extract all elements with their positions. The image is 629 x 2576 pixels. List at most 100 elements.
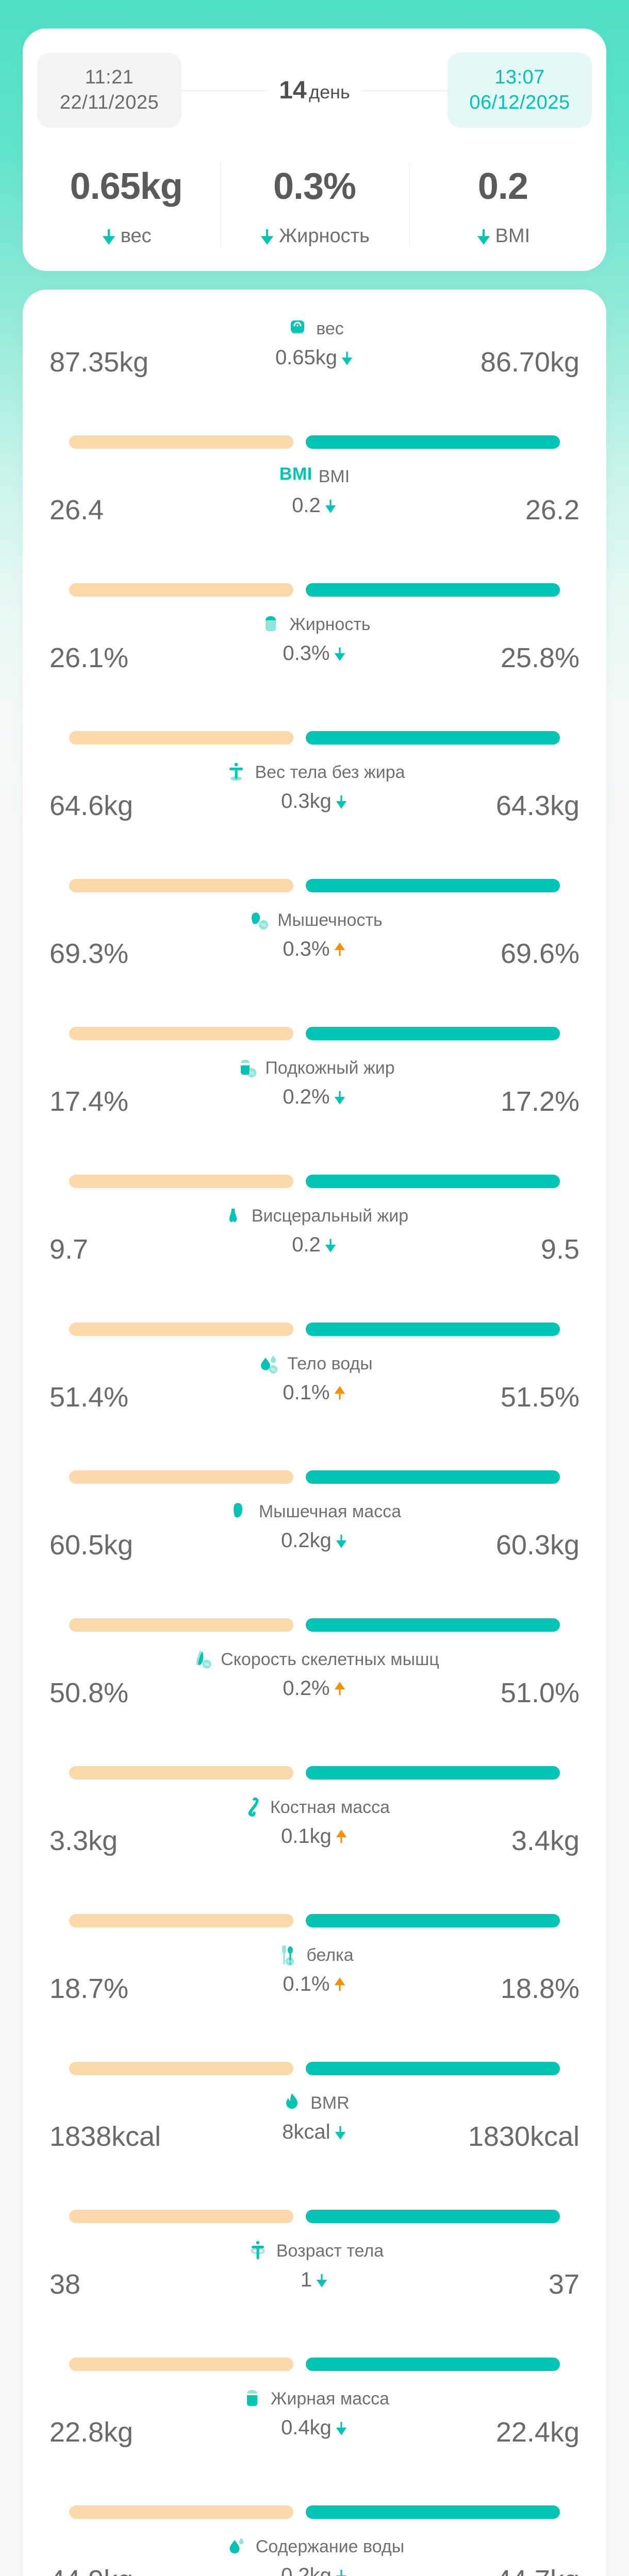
metric-row[interactable]: 26.1% 25.8% Жирность 0.3% — [23, 597, 606, 744]
metric-delta: 0.1% — [283, 1973, 346, 1996]
metric-top: 64.6kg 64.3kg Вес тела без жира 0.3kg — [23, 758, 606, 846]
metric-previous-value: 1838kcal — [49, 2121, 161, 2152]
metric-previous-value: 64.6kg — [49, 790, 134, 821]
metric-row[interactable]: 3.3kg 3.4kg Костная масса 0.1kg — [23, 1780, 606, 1927]
metric-head: BMI BMI — [279, 464, 350, 489]
metric-previous-value: 87.35kg — [49, 347, 149, 378]
metric-top: 38 37 Возраст тела 1 — [23, 2236, 606, 2325]
metric-current-value: 86.70kg — [480, 347, 580, 378]
metric-row[interactable]: 1838kcal 1830kcal BMR 8kcal — [23, 2075, 606, 2223]
metric-row[interactable]: 22.8kg 22.4kg Жирная масса 0.4kg — [23, 2371, 606, 2519]
metric-current-value: 26.2 — [525, 495, 580, 526]
arrow-up-icon — [333, 1680, 346, 1698]
metric-row[interactable]: 44.9kg 44.7kg Содержание воды 0.2kg — [23, 2519, 606, 2576]
arrow-down-icon — [335, 1532, 348, 1550]
metric-row[interactable]: 64.6kg 64.3kg Вес тела без жира 0.3kg — [23, 744, 606, 892]
metric-previous-value: 3.3kg — [49, 1825, 118, 1856]
bar-current — [306, 2210, 560, 2223]
svg-text:%: % — [204, 1662, 209, 1668]
metric-head: Висцеральный жир — [221, 1204, 408, 1228]
current-date-pill[interactable]: 13:07 06/12/2025 — [447, 53, 592, 128]
metric-label: Скорость скелетных мышц — [221, 1649, 439, 1669]
metric-bars — [69, 2358, 560, 2371]
summary-stats-row: 0.65kg вес 0.3% Жирность 0.2 — [23, 160, 606, 249]
metric-current-value: 69.6% — [500, 938, 580, 969]
metric-previous-value: 22.8kg — [49, 2417, 134, 2448]
metric-row[interactable]: 9.7 9.5 Висцеральный жир 0.2 — [23, 1188, 606, 1336]
metric-previous-value: 60.5kg — [49, 1530, 134, 1561]
metric-center: % Тело воды 0.1% — [23, 1351, 606, 1404]
fat-mass-icon — [240, 2386, 264, 2411]
metric-row[interactable]: 38 37 Возраст тела 1 — [23, 2223, 606, 2371]
metric-center: Жирность 0.3% — [23, 612, 606, 665]
arrow-down-icon — [340, 349, 354, 367]
metric-delta-value: 1 — [300, 2268, 312, 2291]
metric-previous-value: 26.4 — [49, 495, 104, 526]
metric-delta: 0.2 — [292, 494, 337, 517]
previous-date-pill[interactable]: 11:21 22/11/2025 — [37, 53, 181, 128]
metric-delta-value: 0.1% — [283, 1973, 330, 1995]
metric-row[interactable]: 51.4% 51.5%% Тело воды 0.1% — [23, 1336, 606, 1484]
metric-label: Содержание воды — [255, 2536, 405, 2556]
previous-time: 11:21 — [85, 66, 134, 89]
fat-percent-icon — [258, 612, 283, 637]
bmi-icon: BMI — [279, 464, 312, 484]
previous-date: 22/11/2025 — [59, 92, 159, 113]
metric-center: Висцеральный жир 0.2 — [23, 1204, 606, 1257]
bar-previous — [69, 1914, 294, 1927]
arrow-down-icon — [335, 793, 348, 810]
svg-text:%: % — [249, 1070, 254, 1076]
metric-row[interactable]: 69.3% 69.6%% Мышечность 0.3% — [23, 892, 606, 1040]
metric-current-value: 51.0% — [500, 1677, 580, 1708]
metric-delta: 0.2 — [292, 1233, 337, 1257]
metric-delta-value: 0.1kg — [281, 1825, 332, 1848]
metric-delta-value: 0.3% — [283, 642, 330, 665]
metric-center: Жирная масса 0.4kg — [23, 2386, 606, 2439]
metric-delta-value: 0.2kg — [281, 2564, 332, 2576]
bar-previous — [69, 583, 294, 597]
metric-center: Мышечная масса 0.2kg — [23, 1499, 606, 1552]
svg-text:%: % — [261, 922, 266, 928]
metric-row[interactable]: 50.8% 51.0%% Скорость скелетных мышц 0.2% — [23, 1632, 606, 1780]
muscle-percent-icon: % — [246, 908, 271, 933]
arrow-down-icon — [334, 2124, 347, 2141]
metric-row[interactable]: 17.4% 17.2%% Подкожный жир 0.2% — [23, 1040, 606, 1188]
arrow-up-icon — [333, 1976, 346, 1993]
arrow-down-icon — [333, 1089, 346, 1106]
arrow-up-icon — [333, 1384, 346, 1402]
arrow-down-icon — [335, 2567, 348, 2576]
metric-label: вес — [316, 318, 344, 338]
visceral-icon — [221, 1204, 245, 1228]
metric-delta-value: 8kcal — [282, 2121, 330, 2143]
bar-previous — [69, 1618, 294, 1632]
current-date: 06/12/2025 — [469, 92, 570, 113]
metric-head: Вес тела без жира — [224, 760, 405, 785]
metric-top: 3.3kg 3.4kg Костная масса 0.1kg — [23, 1793, 606, 1882]
metric-center: BMI BMI 0.2 — [23, 464, 606, 517]
bar-previous — [69, 1027, 294, 1040]
metric-row[interactable]: 87.35kg 86.70kg вес 0.65kg — [23, 301, 606, 449]
metric-previous-value: 17.4% — [49, 1086, 129, 1117]
metric-row[interactable]: 60.5kg 60.3kg Мышечная масса 0.2kg — [23, 1484, 606, 1632]
metric-head: Возраст тела — [245, 2239, 384, 2263]
metric-head: Костная масса — [239, 1795, 390, 1820]
metric-row[interactable]: 26.4 26.2 BMI BMI 0.2 — [23, 449, 606, 597]
metric-row[interactable]: 18.7% 18.8%% белка 0.1% — [23, 1927, 606, 2075]
metric-top: 1838kcal 1830kcal BMR 8kcal — [23, 2089, 606, 2177]
metric-delta: 0.65kg — [275, 346, 354, 369]
metric-label: Жирность — [289, 614, 371, 634]
bone-icon — [239, 1795, 264, 1820]
metric-current-value: 18.8% — [500, 1973, 580, 2004]
bar-current — [306, 1175, 560, 1188]
metric-label: Мышечная масса — [258, 1501, 402, 1521]
metric-center: Содержание воды 0.2kg — [23, 2534, 606, 2576]
metric-top: 87.35kg 86.70kg вес 0.65kg — [23, 314, 606, 403]
metric-center: Возраст тела 1 — [23, 2239, 606, 2292]
metric-bars — [69, 1323, 560, 1336]
bar-previous — [69, 2358, 294, 2371]
metric-delta: 8kcal — [282, 2121, 346, 2144]
bar-current — [306, 2062, 560, 2075]
metric-previous-value: 50.8% — [49, 1677, 129, 1708]
metric-delta-value: 0.2 — [292, 494, 321, 517]
